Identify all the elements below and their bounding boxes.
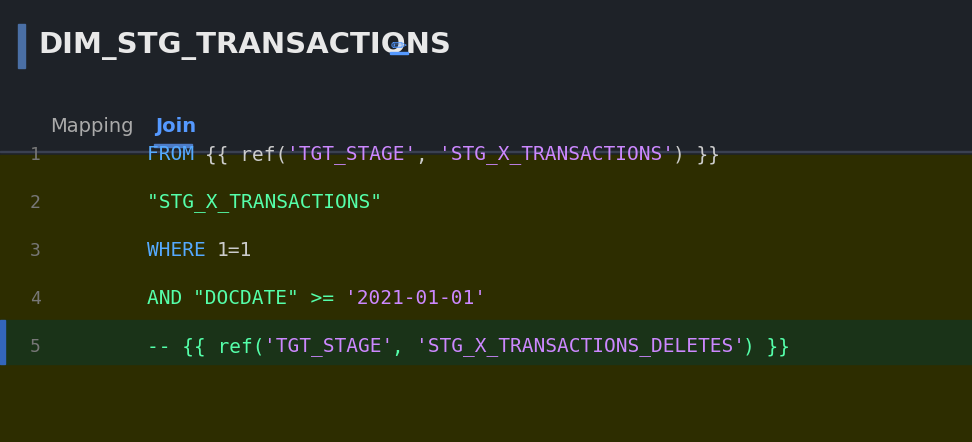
Text: DIM_STG_TRANSACTIONS: DIM_STG_TRANSACTIONS bbox=[38, 32, 451, 60]
Text: Join: Join bbox=[155, 118, 196, 137]
Text: ✏: ✏ bbox=[390, 37, 406, 56]
Text: 1: 1 bbox=[29, 146, 41, 164]
Text: -- {{ ref(: -- {{ ref( bbox=[100, 338, 264, 357]
Bar bbox=[0, 151, 972, 152]
Text: 'TGT_STAGE': 'TGT_STAGE' bbox=[287, 145, 416, 164]
Text: 'TGT_STAGE': 'TGT_STAGE' bbox=[263, 338, 393, 357]
Text: 1=1: 1=1 bbox=[217, 241, 252, 260]
Text: AND: AND bbox=[100, 290, 194, 309]
Text: ) }}: ) }} bbox=[743, 338, 789, 357]
Text: ) }}: ) }} bbox=[673, 145, 719, 164]
Text: WHERE: WHERE bbox=[100, 241, 218, 260]
Text: "DOCDATE" >=: "DOCDATE" >= bbox=[193, 290, 346, 309]
Bar bbox=[0, 320, 5, 364]
Text: "STG_X_TRANSACTIONS": "STG_X_TRANSACTIONS" bbox=[100, 194, 382, 213]
Text: FROM: FROM bbox=[100, 145, 206, 164]
Bar bbox=[154, 144, 192, 147]
Text: 3: 3 bbox=[29, 242, 41, 260]
Text: 5: 5 bbox=[29, 338, 41, 356]
Text: 'STG_X_TRANSACTIONS_DELETES': 'STG_X_TRANSACTIONS_DELETES' bbox=[415, 338, 745, 357]
Text: ,: , bbox=[392, 338, 416, 357]
Bar bbox=[0, 0, 972, 155]
Text: 2: 2 bbox=[29, 194, 41, 212]
Text: {{ ref(: {{ ref( bbox=[205, 145, 288, 164]
Bar bbox=[390, 52, 408, 54]
Text: 4: 4 bbox=[29, 290, 41, 308]
Text: '2021-01-01': '2021-01-01' bbox=[345, 290, 486, 309]
Bar bbox=[18, 24, 25, 68]
Text: ,: , bbox=[415, 145, 439, 164]
Text: Mapping: Mapping bbox=[50, 118, 133, 137]
Bar bbox=[0, 320, 972, 364]
Text: 'STG_X_TRANSACTIONS': 'STG_X_TRANSACTIONS' bbox=[439, 145, 674, 164]
Bar bbox=[0, 155, 972, 442]
